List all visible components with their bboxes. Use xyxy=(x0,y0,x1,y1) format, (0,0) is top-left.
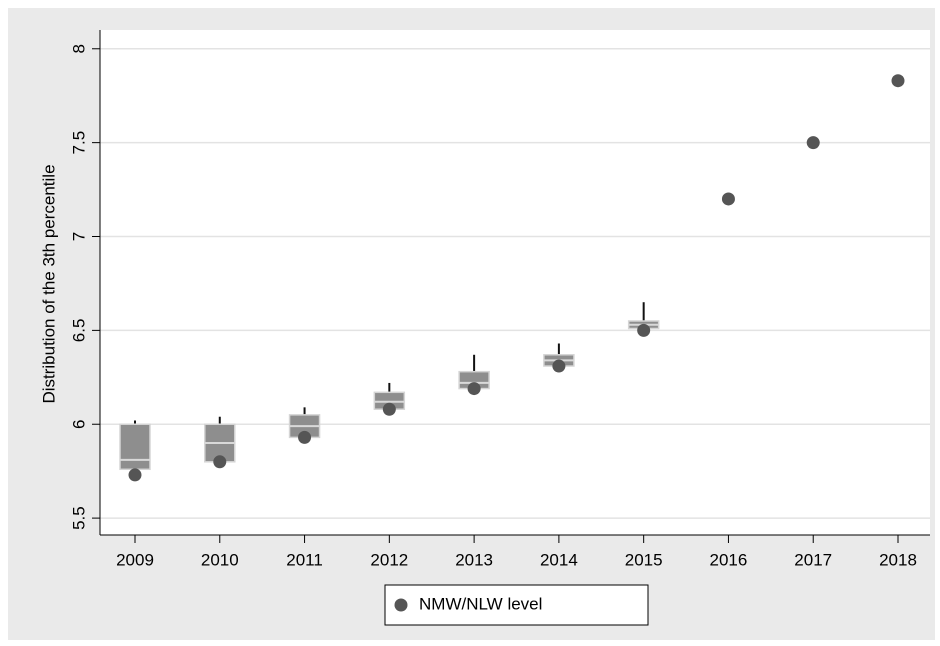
x-tick-label: 2015 xyxy=(625,550,663,569)
x-tick-label: 2011 xyxy=(286,550,323,569)
x-tick-label: 2013 xyxy=(455,550,493,569)
x-tick-label: 2009 xyxy=(116,550,154,569)
x-tick-label: 2017 xyxy=(794,550,832,569)
x-tick-label: 2016 xyxy=(710,550,748,569)
x-tick-label: 2010 xyxy=(201,550,239,569)
plot-area xyxy=(100,30,930,535)
point xyxy=(891,74,905,88)
y-tick-label: 6.5 xyxy=(69,319,88,343)
box xyxy=(119,423,151,471)
point xyxy=(382,402,396,416)
point xyxy=(552,359,566,373)
point xyxy=(721,192,735,206)
x-tick-label: 2018 xyxy=(879,550,917,569)
y-tick-label: 8 xyxy=(69,44,88,53)
y-tick-label: 7.5 xyxy=(69,131,88,155)
legend-marker xyxy=(394,598,408,612)
x-tick-label: 2014 xyxy=(540,550,578,569)
x-tick-label: 2012 xyxy=(370,550,408,569)
y-axis-title: Distribution of the 3th percentile xyxy=(39,164,58,403)
legend xyxy=(384,584,649,626)
y-tick-label: 6 xyxy=(69,420,88,429)
y-tick-label: 7 xyxy=(69,232,88,241)
point xyxy=(213,455,227,469)
point xyxy=(637,323,651,337)
point xyxy=(298,430,312,444)
point xyxy=(467,382,481,396)
point xyxy=(128,468,142,482)
y-tick-label: 5.5 xyxy=(69,506,88,530)
legend-label: NMW/NLW level xyxy=(419,594,542,613)
point xyxy=(806,136,820,150)
